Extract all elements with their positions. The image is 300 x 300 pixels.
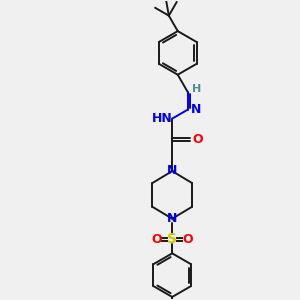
Text: S: S (167, 232, 177, 247)
Text: H: H (192, 84, 201, 94)
Text: O: O (151, 233, 162, 246)
Text: HN: HN (152, 112, 173, 125)
Text: N: N (167, 212, 177, 225)
Text: N: N (167, 164, 177, 177)
Text: O: O (183, 233, 194, 246)
Text: N: N (190, 103, 201, 116)
Text: O: O (193, 133, 203, 146)
